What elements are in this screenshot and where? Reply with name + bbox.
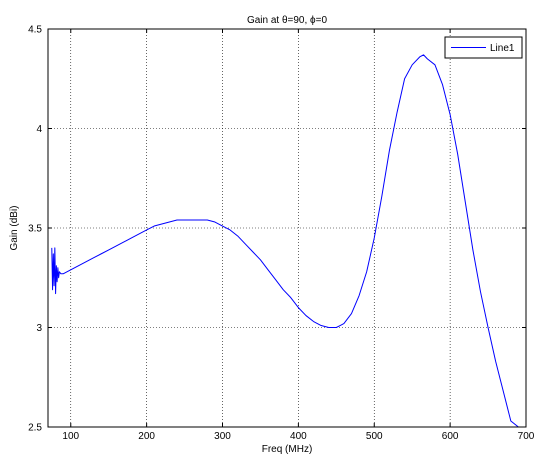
x-tick-label: 400 <box>290 431 307 442</box>
y-tick-label: 3 <box>36 323 42 334</box>
y-axis-label: Gain (dBi) <box>9 205 20 250</box>
x-tick-label: 300 <box>214 431 231 442</box>
x-axis-label: Freq (MHz) <box>262 444 313 455</box>
series-lines <box>51 54 519 428</box>
y-tick-label: 4.5 <box>28 25 42 36</box>
x-tick-label: 100 <box>62 431 79 442</box>
tick-labels: 100 200 300 400 500 600 700 2.5 3 3.5 4 4.5 <box>28 25 534 443</box>
legend: Line1 <box>444 36 523 59</box>
x-tick-label: 200 <box>138 431 155 442</box>
y-tick-label: 4 <box>36 124 42 135</box>
x-tick-label: 500 <box>366 431 383 442</box>
legend-entry-line1: Line1 <box>490 43 515 54</box>
y-tick-label: 3.5 <box>28 224 42 235</box>
x-tick-label: 600 <box>442 431 459 442</box>
axes-box <box>47 28 527 428</box>
chart-title: Gain at θ=90, ϕ=0 <box>247 15 328 26</box>
series-line-line1 <box>51 54 519 428</box>
x-tick-label: 700 <box>518 431 534 442</box>
plot-area-background <box>48 29 526 427</box>
y-tick-label: 2.5 <box>28 423 42 434</box>
